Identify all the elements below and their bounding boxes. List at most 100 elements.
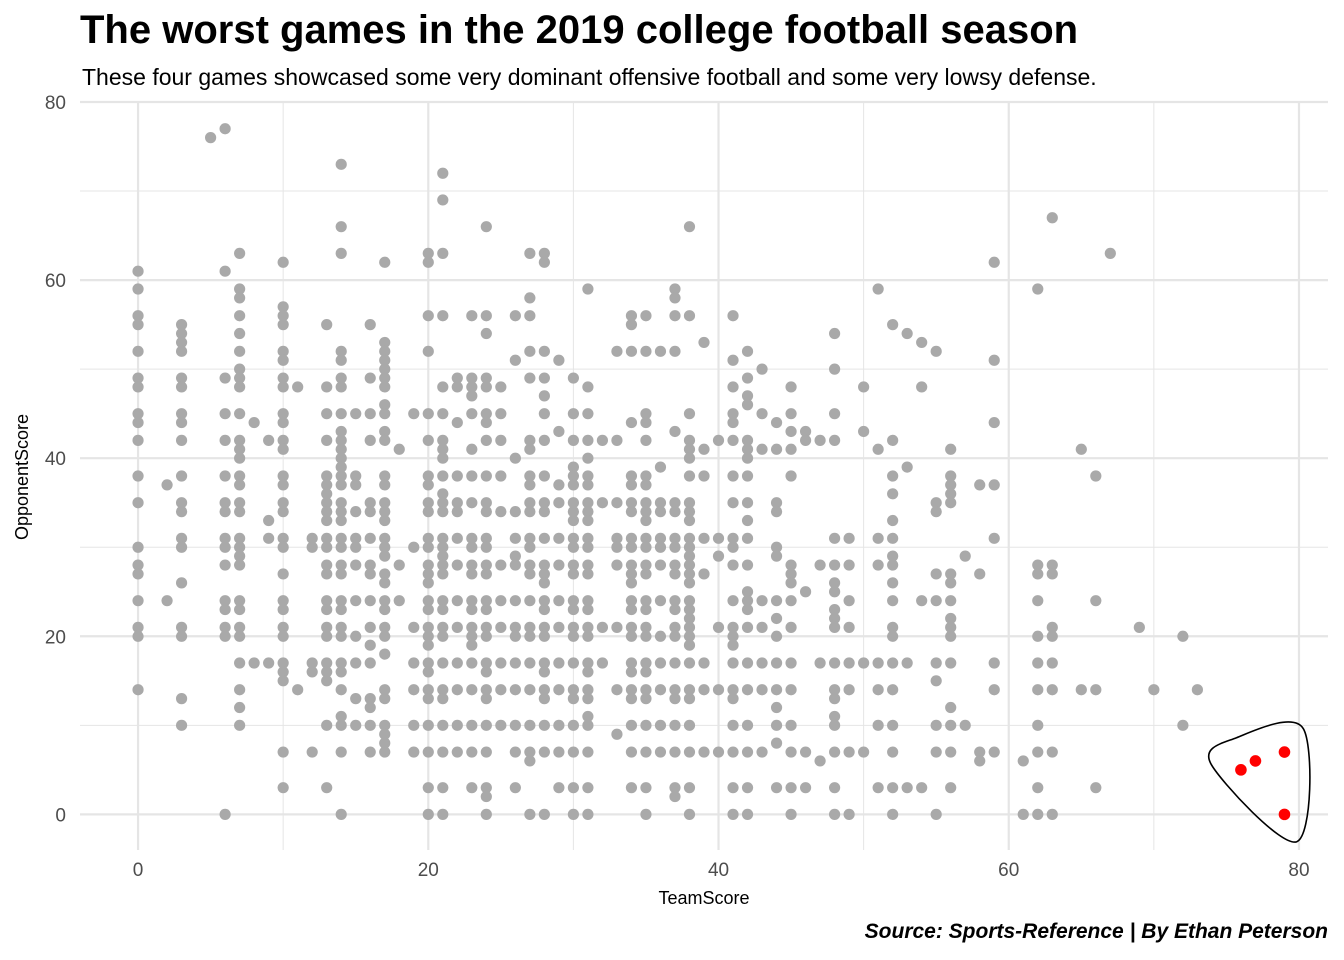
data-point bbox=[887, 657, 899, 669]
y-tick-label: 0 bbox=[55, 805, 66, 826]
data-point bbox=[321, 434, 333, 446]
data-point bbox=[1075, 684, 1087, 696]
data-point bbox=[727, 434, 739, 446]
data-point bbox=[422, 247, 434, 259]
data-point bbox=[683, 693, 696, 705]
data-point bbox=[945, 612, 957, 625]
data-point bbox=[437, 657, 449, 669]
data-point bbox=[843, 746, 855, 758]
data-point bbox=[843, 684, 855, 696]
data-point bbox=[480, 621, 492, 633]
data-point bbox=[335, 808, 347, 820]
data-point bbox=[408, 408, 420, 420]
data-point bbox=[829, 363, 841, 375]
data-point bbox=[277, 434, 289, 446]
data-point bbox=[277, 408, 289, 420]
data-point bbox=[379, 746, 391, 758]
data-point bbox=[350, 541, 362, 553]
data-point bbox=[858, 381, 870, 393]
data-point bbox=[437, 497, 449, 509]
data-point bbox=[437, 808, 449, 820]
data-point bbox=[379, 693, 391, 705]
data-point bbox=[422, 577, 434, 589]
data-point bbox=[553, 684, 565, 696]
chart-subtitle: These four games showcased some very dom… bbox=[82, 64, 1097, 90]
data-point bbox=[524, 372, 536, 384]
data-point bbox=[219, 506, 231, 518]
data-point bbox=[611, 728, 623, 740]
data-point bbox=[480, 657, 492, 669]
data-point bbox=[596, 434, 609, 446]
data-point bbox=[422, 541, 434, 553]
data-point bbox=[930, 345, 942, 357]
data-point bbox=[640, 479, 652, 491]
data-point bbox=[234, 283, 246, 295]
data-point bbox=[727, 595, 739, 607]
data-point bbox=[277, 621, 289, 633]
data-point bbox=[466, 497, 478, 509]
data-point bbox=[277, 603, 289, 616]
data-point bbox=[567, 782, 579, 794]
data-point bbox=[974, 746, 986, 758]
x-tick-label: 0 bbox=[133, 860, 144, 881]
data-point bbox=[1032, 684, 1044, 696]
data-point bbox=[727, 408, 739, 420]
data-point bbox=[669, 693, 681, 705]
data-point bbox=[509, 532, 521, 544]
data-point bbox=[829, 327, 841, 340]
data-point bbox=[277, 310, 289, 322]
data-point bbox=[625, 595, 638, 607]
data-point bbox=[1090, 684, 1102, 696]
data-point bbox=[234, 381, 246, 393]
data-point bbox=[350, 693, 362, 705]
data-point bbox=[422, 506, 434, 518]
data-point bbox=[379, 354, 391, 366]
data-point bbox=[727, 657, 739, 669]
data-point bbox=[466, 443, 478, 455]
data-point bbox=[654, 532, 667, 544]
data-point bbox=[988, 684, 1000, 696]
data-point bbox=[495, 408, 507, 420]
data-point bbox=[567, 479, 579, 491]
data-point bbox=[277, 301, 289, 313]
data-point bbox=[437, 381, 449, 393]
data-point bbox=[321, 319, 333, 331]
data-point bbox=[683, 746, 696, 758]
data-point bbox=[567, 372, 579, 384]
data-point bbox=[669, 283, 681, 295]
data-point bbox=[1032, 595, 1044, 607]
data-point bbox=[321, 621, 333, 633]
data-point bbox=[1046, 684, 1058, 696]
data-point bbox=[945, 568, 957, 580]
data-point bbox=[785, 408, 797, 420]
data-point bbox=[466, 390, 478, 402]
data-point bbox=[901, 782, 913, 794]
data-point bbox=[321, 514, 333, 527]
data-point bbox=[408, 746, 420, 758]
data-point bbox=[683, 568, 696, 580]
data-point bbox=[480, 630, 492, 642]
data-point bbox=[379, 506, 391, 518]
data-point bbox=[277, 657, 289, 669]
data-point bbox=[379, 363, 391, 375]
data-point bbox=[1046, 559, 1058, 571]
data-point bbox=[234, 479, 246, 491]
data-point bbox=[350, 630, 362, 642]
data-point bbox=[727, 381, 739, 393]
data-point bbox=[582, 666, 594, 678]
data-point bbox=[814, 559, 826, 571]
data-point bbox=[379, 345, 391, 357]
data-point bbox=[263, 434, 275, 446]
data-point bbox=[611, 532, 623, 544]
data-point bbox=[524, 506, 536, 518]
data-point bbox=[625, 684, 638, 696]
data-point bbox=[422, 639, 434, 651]
data-point bbox=[669, 568, 681, 580]
data-point bbox=[582, 630, 594, 642]
data-point bbox=[495, 657, 507, 669]
data-point bbox=[785, 470, 797, 482]
data-point bbox=[799, 425, 812, 438]
data-point bbox=[277, 319, 289, 331]
data-point bbox=[437, 550, 449, 562]
data-point bbox=[727, 684, 739, 696]
